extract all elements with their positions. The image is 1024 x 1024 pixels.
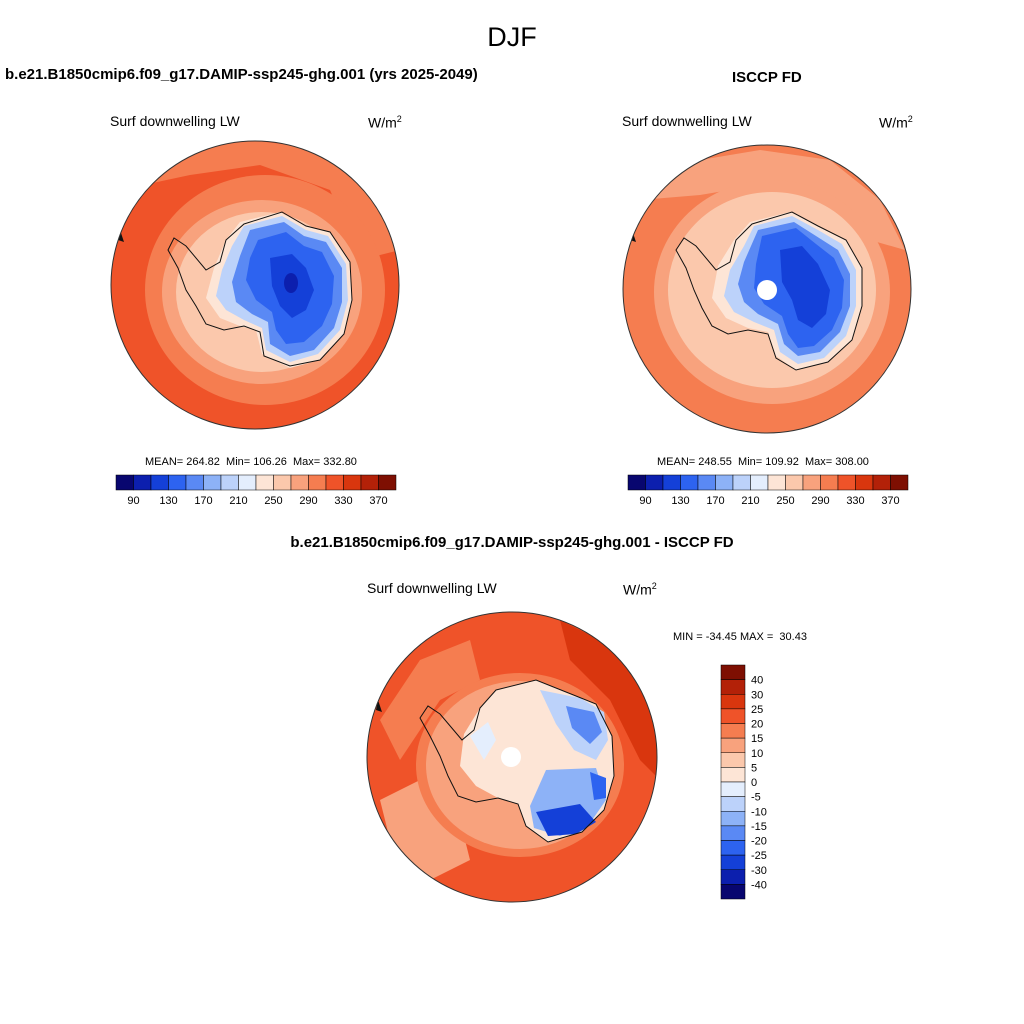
p3-coastline	[419, 679, 615, 843]
p3-colorbar-tick-label: 5	[751, 762, 757, 774]
p3-colorbar-swatch	[720, 796, 746, 812]
p3-colorbar-tick-label: 25	[751, 704, 763, 716]
panel2-units: W/m2	[879, 114, 913, 131]
p3-band-west	[380, 640, 480, 760]
panel1-stats: MEAN= 264.82 Min= 106.26 Max= 332.80	[145, 456, 357, 468]
p1-colorbar-tick-label: 170	[194, 495, 212, 507]
p3-land-south-neg25	[590, 772, 606, 800]
p2-colorbar-tick-label: 90	[639, 495, 651, 507]
panel3-title: b.e21.B1850cmip6.f09_g17.DAMIP-ssp245-gh…	[290, 534, 734, 551]
p3-map-border	[366, 611, 658, 903]
p1-map-border	[110, 140, 400, 430]
p3-colorbar-tick-label: 30	[751, 689, 763, 701]
p3-land-west-neg5	[470, 722, 496, 760]
panel1-units: W/m2	[368, 114, 402, 131]
p3-land-east-neg20	[566, 706, 602, 744]
p3-colorbar-tick-label: -25	[751, 850, 767, 862]
p2-colorbar-swatch	[890, 474, 909, 491]
p1-colorbar-tick-label: 330	[334, 495, 352, 507]
p3-colorbar-tick-label: 15	[751, 733, 763, 745]
p3-band-sw	[380, 780, 470, 880]
p3-colorbar-swatch	[720, 708, 746, 724]
p3-colorbar-tick-label: 10	[751, 748, 763, 760]
p3-colorbar-swatch	[720, 840, 746, 856]
p3-colorbar-swatch	[720, 737, 746, 753]
p2-colorbar-tick-label: 170	[706, 495, 724, 507]
p1-colorbar-swatch	[378, 474, 397, 491]
panel3-variable: Surf downwelling LW	[367, 580, 497, 596]
p3-colorbar-tick-label: -20	[751, 836, 767, 848]
page-title: DJF	[487, 22, 537, 52]
p2-colorbar-tick-label: 210	[741, 495, 759, 507]
p3-colorbar-swatch	[720, 781, 746, 797]
p3-colorbar-swatch	[720, 679, 746, 695]
p1-colorbar-tick-label: 130	[159, 495, 177, 507]
p3-colorbar-swatch	[720, 854, 746, 870]
p2-map-border	[622, 144, 912, 434]
p3-colorbar-swatch	[720, 694, 746, 710]
p2-land-130	[780, 246, 830, 328]
p3-land-south-neg30	[536, 804, 596, 836]
p3-colorbar-tick-label: 40	[751, 675, 763, 687]
p3-colorbar-tick-label: -10	[751, 806, 767, 818]
p3-colorbar-swatch	[720, 884, 746, 900]
p3-colorbar-tick-label: -30	[751, 865, 767, 877]
panel1-variable: Surf downwelling LW	[110, 113, 240, 129]
p3-colorbar-tick-label: 0	[751, 777, 757, 789]
p1-band-north	[120, 141, 399, 260]
p3-colorbar-swatch	[720, 664, 746, 680]
panel3-units: W/m2	[623, 581, 657, 598]
p3-colorbar-tick-label: -40	[751, 879, 767, 891]
p1-colorbar-tick-label: 250	[264, 495, 282, 507]
p2-coastline	[675, 211, 863, 371]
p1-colorbar-tick-label: 90	[127, 495, 139, 507]
p3-colorbar-swatch	[720, 767, 746, 783]
p1-colorbar-tick-label: 290	[299, 495, 317, 507]
p2-pole-gap	[757, 280, 777, 300]
panel3-stats: MIN = -34.45 MAX = 30.43	[673, 631, 807, 643]
panel2-stats: MEAN= 248.55 Min= 109.92 Max= 308.00	[657, 456, 869, 468]
p2-colorbar-tick-label: 330	[846, 495, 864, 507]
panel2-title: ISCCP FD	[732, 69, 802, 86]
p3-colorbar-tick-label: -5	[751, 792, 761, 804]
p2-colorbar-tick-label: 290	[811, 495, 829, 507]
p1-colorbar-tick-label: 210	[229, 495, 247, 507]
p3-colorbar-swatch	[720, 869, 746, 885]
panel2-variable: Surf downwelling LW	[622, 113, 752, 129]
p3-pole-gap	[501, 747, 521, 767]
p3-colorbar-swatch	[720, 811, 746, 827]
p1-coastline	[167, 211, 353, 367]
p3-colorbar-swatch	[720, 723, 746, 739]
p1-colorbar-tick-label: 370	[369, 495, 387, 507]
p2-band-north	[640, 150, 905, 250]
p2-colorbar-tick-label: 370	[881, 495, 899, 507]
p3-colorbar-tick-label: -15	[751, 821, 767, 833]
p3-colorbar-tick-label: 20	[751, 719, 763, 731]
panel1-title: b.e21.B1850cmip6.f09_g17.DAMIP-ssp245-gh…	[5, 66, 478, 83]
p1-land-110	[284, 273, 298, 293]
p2-colorbar-tick-label: 250	[776, 495, 794, 507]
p3-colorbar-swatch	[720, 825, 746, 841]
p2-colorbar-tick-label: 130	[671, 495, 689, 507]
p3-colorbar-swatch	[720, 752, 746, 768]
